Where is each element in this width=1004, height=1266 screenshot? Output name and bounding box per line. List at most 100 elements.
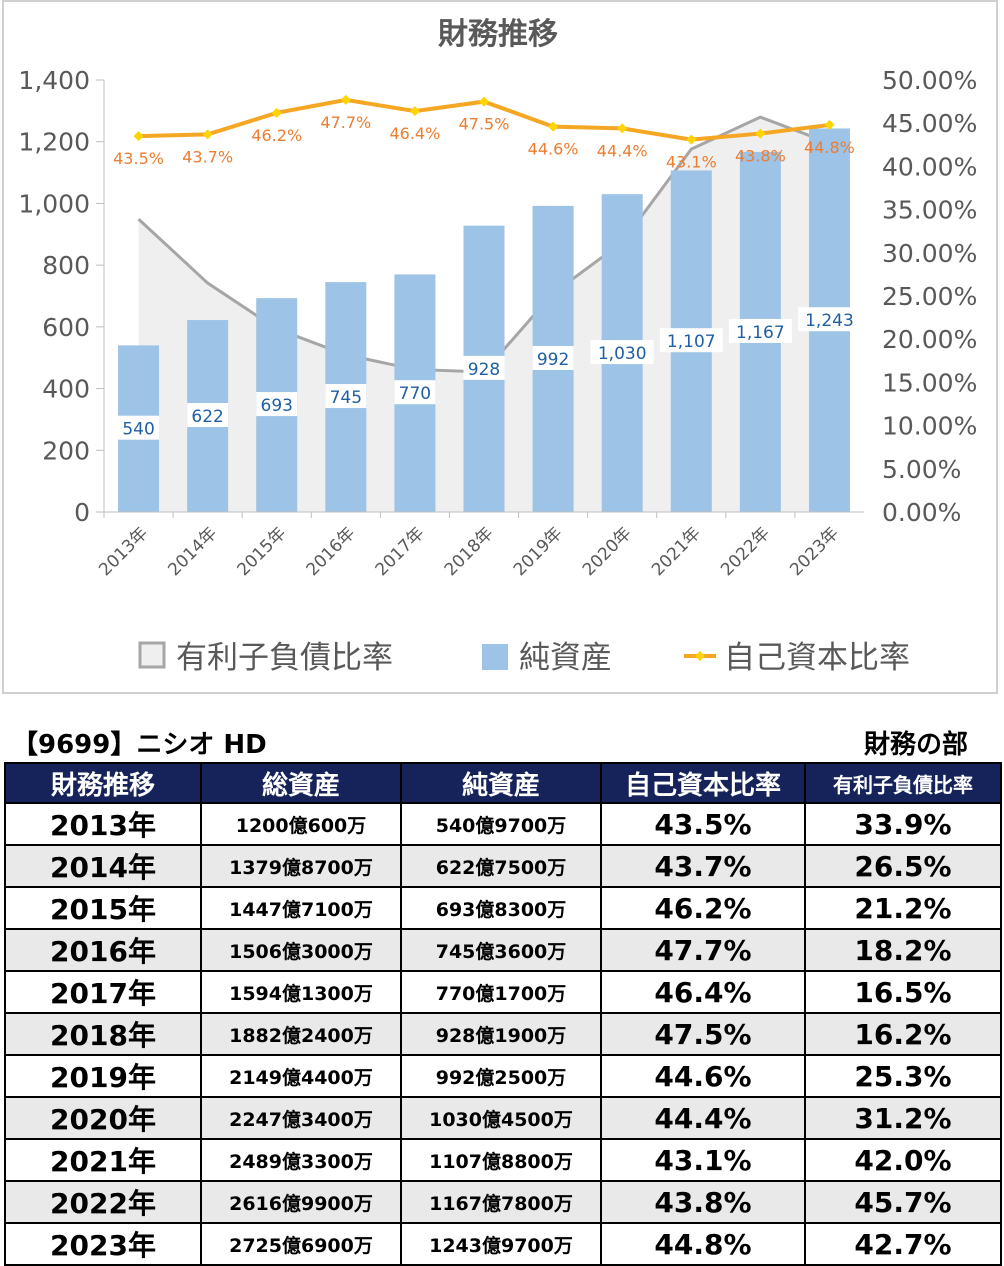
table-cell: 1030億4500万 [400,1096,602,1140]
bar-label-bg [256,392,298,417]
table-cell: 540億9700万 [400,802,602,846]
table-cell: 16.5% [804,970,1002,1014]
chart-title: 財務推移 [438,17,558,52]
y-left-tick-label: 800 [42,251,90,280]
table-cell: 25.3% [804,1054,1002,1098]
bar-data-label: 1,107 [667,332,716,352]
chart-panel: 財務推移 0 200 400 600 800 1,000 1,200 1,400 0.00% 5.0… [2,0,998,694]
line-data-label: 47.7% [320,113,371,132]
bar-label-bg [659,328,723,353]
table-cell: 1167億7800万 [400,1180,602,1224]
header-total-assets: 総資産 [200,762,402,804]
bar-data-label: 693 [261,396,293,416]
equity-ratio-point [340,94,351,105]
table-cell: 770億1700万 [400,970,602,1014]
table-cell: 2616億9900万 [200,1180,402,1224]
y-left-tick-label: 1,400 [18,66,90,95]
equity-ratio-point [133,131,144,142]
x-tick-label: 2014年 [164,523,221,580]
table-row: 2015年 1447億7100万 693億8300万 46.2% 21.2% [4,886,1002,930]
equity-ratio-point [686,134,697,145]
table-cell: 2725億6900万 [200,1222,402,1266]
table-cell: 2021年 [4,1138,202,1182]
table-cell: 1107億8800万 [400,1138,602,1182]
y-right-tick-label: 40.00% [882,152,977,181]
table-cell: 992億2500万 [400,1054,602,1098]
table-cell: 43.8% [600,1180,806,1224]
line-data-label: 47.5% [459,115,510,134]
line-data-label: 44.4% [597,141,648,160]
header-equity-ratio: 自己資本比率 [600,762,806,804]
table-cell: 2018年 [4,1012,202,1056]
table-header-row: 財務推移 総資産 純資産 自己資本比率 有利子負債比率 [4,762,1002,804]
bar-data-label: 770 [399,384,431,404]
legend-label-equity-ratio: 自己資本比率 [724,640,910,676]
bar-data-label: 1,030 [598,344,647,364]
table-cell: 42.0% [804,1138,1002,1182]
legend-swatch-debt-ratio [138,641,166,669]
bar-label-bg [590,340,654,365]
x-tick-label: 2018年 [441,523,498,580]
y-right-tick-label: 5.00% [882,455,961,484]
equity-ratio-point [409,106,420,117]
legend-swatch-net-assets [482,644,508,670]
bar-label-bg [728,318,792,343]
equity-ratio-point [755,128,766,139]
table-cell: 1882億2400万 [200,1012,402,1056]
bar-label-bg [325,384,367,409]
equity-ratio-point [271,107,282,118]
table-cell: 43.7% [600,844,806,888]
table-cell: 1243億9700万 [400,1222,602,1266]
header-net-assets: 純資産 [400,762,602,804]
x-tick-label: 2016年 [303,523,360,580]
line-data-label: 44.6% [528,140,579,159]
legend-label-debt-ratio: 有利子負債比率 [176,640,393,676]
table-row: 2018年 1882億2400万 928億1900万 47.5% 16.2% [4,1012,1002,1056]
legend-label-net-assets: 純資産 [519,640,612,676]
equity-ratio-point [548,121,559,132]
table-cell: 2017年 [4,970,202,1014]
table-cell: 1506億3000万 [200,928,402,972]
table-cell: 46.4% [600,970,806,1014]
table-cell: 47.7% [600,928,806,972]
y-left-tick-label: 0 [74,498,90,527]
debt-ratio-area [138,117,830,512]
y-right-tick-label: 15.00% [882,368,977,397]
table-cell: 44.6% [600,1054,806,1098]
table-cell: 26.5% [804,844,1002,888]
table-cell: 18.2% [804,928,1002,972]
header-debt-ratio: 有利子負債比率 [804,762,1002,804]
table-row: 2020年 2247億3400万 1030億4500万 44.4% 31.2% [4,1096,1002,1140]
y-left-tick-label: 400 [42,375,90,404]
table-cell: 42.7% [804,1222,1002,1266]
y-left-tick-label: 200 [42,436,90,465]
x-tick-label: 2019年 [510,523,567,580]
bar-data-label: 622 [191,407,223,427]
bar-data-label: 992 [537,350,569,370]
table-cell: 2013年 [4,802,202,846]
financial-table: 財務推移 総資産 純資産 自己資本比率 有利子負債比率 2013年 1200億60… [4,762,1002,1266]
table-row: 2022年 2616億9900万 1167億7800万 43.8% 45.7% [4,1180,1002,1224]
table-cell: 45.7% [804,1180,1002,1224]
legend-marker-equity [695,651,705,661]
table-cell: 1379億8700万 [200,844,402,888]
line-data-label: 46.2% [251,126,302,145]
x-tick-label: 2020年 [579,523,636,580]
x-tick-label: 2017年 [372,523,429,580]
table-cell: 2015年 [4,886,202,930]
y-right-tick-label: 30.00% [882,239,977,268]
line-data-label: 46.4% [389,124,440,143]
table-cell: 2489億3300万 [200,1138,402,1182]
y-left-tick-label: 600 [42,313,90,342]
table-cell: 928億1900万 [400,1012,602,1056]
line-data-label: 43.8% [735,147,786,166]
table-cell: 47.5% [600,1012,806,1056]
table-cell: 31.2% [804,1096,1002,1140]
y-right-tick-label: 20.00% [882,325,977,354]
table-row: 2017年 1594億1300万 770億1700万 46.4% 16.5% [4,970,1002,1014]
bar-label-bg [394,380,436,405]
table-row: 2019年 2149億4400万 992億2500万 44.6% 25.3% [4,1054,1002,1098]
x-tick-label: 2013年 [95,523,152,580]
table-cell: 44.4% [600,1096,806,1140]
table-cell: 2022年 [4,1180,202,1224]
